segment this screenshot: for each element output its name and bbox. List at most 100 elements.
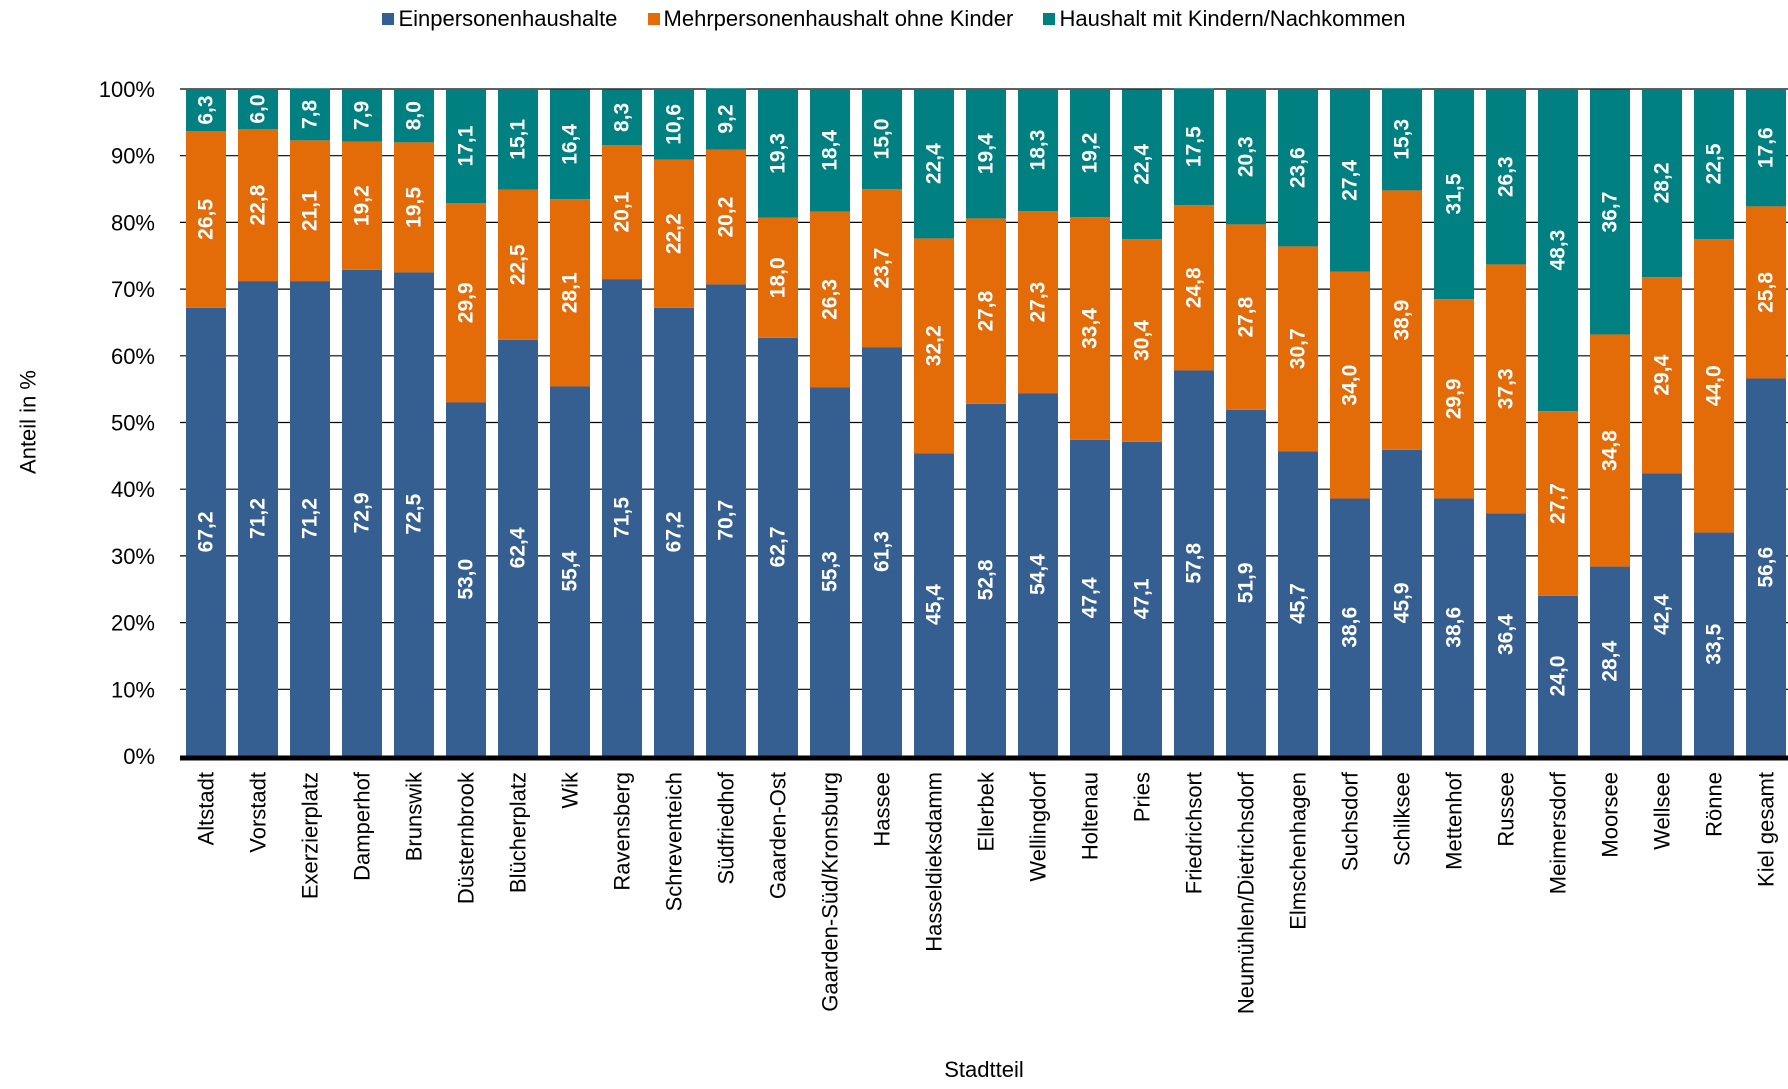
x-tick-label: Rönne [1702, 772, 1727, 837]
bar-mehrpersonenhaushalt-ohne-kinder-ravensberg [602, 145, 642, 280]
data-label: 42,4 [1651, 594, 1674, 635]
x-tick-label: Schreventeich [662, 772, 687, 911]
bar-mehrpersonenhaushalt-ohne-kinder-exerzierplatz [290, 140, 330, 282]
data-label: 29,9 [455, 282, 478, 323]
data-label: 19,4 [975, 133, 998, 174]
x-tick-label: Wik [558, 771, 583, 809]
bar-einpersonenhaushalte-hassee [862, 347, 902, 756]
bar-mehrpersonenhaushalt-ohne-kinder-bl-cherplatz [498, 189, 538, 340]
bar-mehrpersonenhaushalt-ohne-kinder-wellsee [1642, 277, 1682, 474]
x-tick-label: Hassee [870, 772, 895, 847]
legend-label-mehrpersonenhaushalt: Mehrpersonenhaushalt ohne Kinder [663, 6, 1014, 31]
data-label: 33,4 [1079, 308, 1102, 349]
data-label: 22,4 [1131, 144, 1154, 185]
data-label: 28,1 [559, 272, 582, 313]
legend-swatch-einpersonenhaushalte [382, 13, 395, 25]
bar-mehrpersonenhaushalt-ohne-kinder-ellerbek [966, 218, 1006, 404]
data-label: 22,5 [507, 244, 530, 285]
y-tick-label: 70% [111, 277, 155, 302]
data-label: 23,6 [1287, 147, 1310, 188]
bar-einpersonenhaushalte-altstadt [186, 307, 226, 756]
data-label: 19,2 [351, 185, 374, 226]
data-label: 18,3 [1027, 130, 1050, 171]
bar-einpersonenhaushalte-suchsdorf [1330, 498, 1370, 756]
y-tick-label: 60% [111, 344, 155, 369]
bar-haushalt-mit-kindern-nachkommen-kiel-gesamt [1746, 89, 1786, 207]
data-label: 25,8 [1755, 272, 1778, 313]
data-label: 32,2 [923, 325, 946, 366]
bar-einpersonenhaushalte-vorstadt [238, 281, 278, 756]
y-tick-label: 40% [111, 477, 155, 502]
legend-swatch-mehrpersonenhaushalt [647, 13, 660, 25]
x-axis-title: Stadtteil [944, 1057, 1024, 1082]
data-label: 26,3 [819, 279, 842, 320]
data-label: 20,3 [1235, 136, 1258, 177]
bar-einpersonenhaushalte-wellingdorf [1018, 393, 1058, 756]
data-label: 38,6 [1339, 607, 1362, 648]
bar-haushalt-mit-kindern-nachkommen-hasseldieksdamm [914, 89, 954, 239]
bar-einpersonenhaushalte-brunswik [394, 272, 434, 756]
data-label: 36,7 [1599, 192, 1622, 233]
data-label: 52,8 [975, 559, 998, 600]
data-label: 72,5 [403, 493, 426, 534]
bar-mehrpersonenhaushalt-ohne-kinder-altstadt [186, 131, 226, 308]
data-label: 27,7 [1547, 483, 1570, 524]
x-tick-label: Suchsdorf [1338, 771, 1363, 871]
legend-item-einpersonenhaushalte: Einpersonenhaushalte [382, 6, 617, 32]
x-tick-label: Holtenau [1078, 772, 1103, 860]
data-label: 67,2 [195, 511, 218, 552]
legend-item-haushalt-mit-kindern: Haushalt mit Kindern/Nachkommen [1043, 6, 1406, 32]
x-tick-label: Damperhof [350, 771, 375, 881]
data-label: 17,1 [455, 125, 478, 166]
bar-mehrpersonenhaushalt-ohne-kinder-moorsee [1590, 334, 1630, 567]
data-label: 23,7 [871, 248, 894, 289]
bar-mehrpersonenhaushalt-ohne-kinder-schilksee [1382, 190, 1422, 450]
bars-group: 67,2 26,5 6,3 71,2 22,8 6,0 71,2 21,1 7,8 72,9 19,… [186, 88, 1786, 756]
bar-haushalt-mit-kindern-nachkommen-schreventeich [654, 89, 694, 160]
legend-label-haushalt-mit-kindern: Haushalt mit Kindern/Nachkommen [1059, 6, 1406, 31]
data-label: 44,0 [1703, 365, 1726, 406]
bar-mehrpersonenhaushalt-ohne-kinder-brunswik [394, 142, 434, 273]
x-tick-label: Meimersdorf [1546, 771, 1571, 894]
data-label: 70,7 [715, 500, 738, 541]
x-tick-label: Vorstadt [246, 772, 271, 853]
data-label: 47,1 [1131, 578, 1154, 619]
bar-einpersonenhaushalte-mettenhof [1434, 498, 1474, 756]
x-tick-label: Mettenhof [1442, 771, 1467, 870]
data-label: 28,2 [1651, 163, 1674, 204]
data-label: 61,3 [871, 531, 894, 572]
y-tick-label: 90% [111, 144, 155, 169]
bar-einpersonenhaushalte-schreventeich [654, 307, 694, 756]
bar-mehrpersonenhaushalt-ohne-kinder-wellingdorf [1018, 211, 1058, 394]
bar-mehrpersonenhaushalt-ohne-kinder-schreventeich [654, 159, 694, 308]
x-tick-label: Elmschenhagen [1286, 772, 1311, 930]
data-label: 6,3 [195, 95, 218, 124]
data-label: 18,0 [767, 257, 790, 298]
data-label: 33,5 [1703, 624, 1726, 665]
bar-einpersonenhaushalte-ellerbek [966, 403, 1006, 756]
bar-einpersonenhaushalte-holtenau [1070, 439, 1110, 756]
data-label: 72,9 [351, 492, 374, 533]
data-label: 56,6 [1755, 547, 1778, 588]
data-label: 27,8 [975, 290, 998, 331]
bar-einpersonenhaushalte-russee [1486, 513, 1526, 756]
y-tick-label: 0% [123, 744, 155, 769]
data-label: 22,2 [663, 213, 686, 254]
y-tick-label: 80% [111, 210, 155, 235]
data-label: 36,4 [1495, 614, 1518, 655]
bar-mehrpersonenhaushalt-ohne-kinder-gaarden-ost [758, 217, 798, 338]
bar-haushalt-mit-kindern-nachkommen-brunswik [394, 89, 434, 143]
bar-haushalt-mit-kindern-nachkommen-gaarden-s-d-kronsburg [810, 89, 850, 212]
y-tick-label: 50% [111, 411, 155, 436]
data-label: 22,8 [247, 184, 270, 225]
x-tick-label: Ellerbek [974, 771, 999, 851]
x-axis-categories: Altstadt Vorstadt Exerzierplatz Damperhof Br… [194, 771, 1779, 1014]
bar-haushalt-mit-kindern-nachkommen-s-dfriedhof [706, 88, 746, 150]
bar-haushalt-mit-kindern-nachkommen-ravensberg [602, 89, 642, 146]
bar-mehrpersonenhaushalt-ohne-kinder-hasseldieksdamm [914, 238, 954, 454]
bar-haushalt-mit-kindern-nachkommen-friedrichsort [1174, 88, 1214, 206]
data-label: 47,4 [1079, 577, 1102, 618]
data-label: 31,5 [1443, 173, 1466, 214]
data-label: 9,2 [715, 104, 738, 133]
data-label: 38,6 [1443, 607, 1466, 648]
